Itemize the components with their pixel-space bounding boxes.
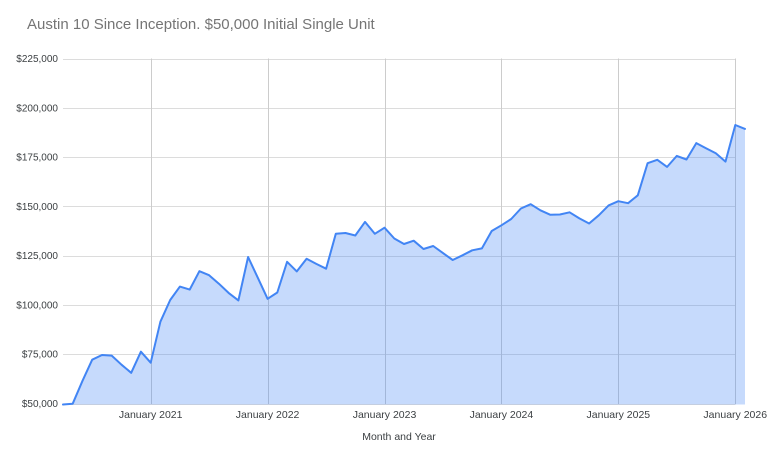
series-line: [62, 124, 746, 406]
x-tick-label: January 2023: [353, 409, 417, 421]
y-tick-label: $75,000: [22, 350, 59, 361]
x-tick-label: January 2022: [236, 409, 300, 421]
series-area-fill: [63, 125, 745, 405]
x-tick-label: January 2021: [119, 409, 183, 421]
y-tick-label: $125,000: [16, 251, 58, 262]
y-tick-label: $100,000: [16, 300, 58, 311]
y-tick-label: $150,000: [16, 202, 58, 213]
x-tick-label: January 2024: [470, 409, 534, 421]
x-axis-title: Month and Year: [362, 431, 436, 443]
y-tick-label: $200,000: [16, 103, 58, 114]
y-tick-label: $175,000: [16, 153, 58, 164]
y-tick-label: $225,000: [16, 54, 58, 65]
y-tick-label: $50,000: [22, 399, 59, 410]
x-tick-label: January 2025: [587, 409, 651, 421]
chart-title: Austin 10 Since Inception. $50,000 Initi…: [27, 16, 375, 33]
x-tick-label: January 2026: [703, 409, 767, 421]
